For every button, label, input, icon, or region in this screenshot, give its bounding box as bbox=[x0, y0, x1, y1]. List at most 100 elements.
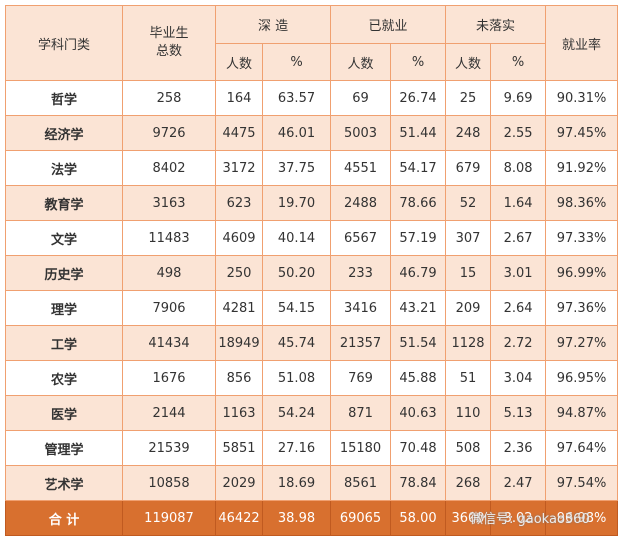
cell: 8561 bbox=[330, 465, 392, 501]
cell: 3.01 bbox=[490, 255, 547, 291]
cell: 15180 bbox=[330, 430, 392, 466]
row-label: 哲学 bbox=[5, 80, 123, 116]
cell: 769 bbox=[330, 360, 392, 396]
table-row: 理学 7906 4281 54.15 3416 43.21 209 2.64 97.36% bbox=[5, 290, 619, 326]
cell: 97.27% bbox=[545, 325, 619, 361]
table-row: 医学 2144 1163 54.24 871 40.63 110 5.13 94.87% bbox=[5, 395, 619, 431]
cell: 233 bbox=[330, 255, 392, 291]
cell: 37.75 bbox=[261, 150, 332, 186]
cell: 164 bbox=[215, 80, 263, 116]
watermark: 微信号: gaokao360 bbox=[470, 512, 590, 527]
cell: 1676 bbox=[122, 360, 216, 396]
header-cell: 未落实 bbox=[445, 5, 547, 44]
cell: 38.98 bbox=[261, 500, 332, 536]
total-row: 合 计 119087 46422 38.98 69065 58.00 3600 3.02 96.… bbox=[5, 500, 619, 536]
table-row: 哲学 258 164 63.57 69 26.74 25 9.69 90.31% bbox=[5, 80, 619, 116]
cell: 110 bbox=[445, 395, 492, 431]
cell: 97.33% bbox=[545, 220, 619, 256]
cell: 51.44 bbox=[390, 115, 447, 151]
cell: 9.69 bbox=[490, 80, 547, 116]
cell: 54.17 bbox=[390, 150, 447, 186]
cell: 18.69 bbox=[261, 465, 332, 501]
cell: 10858 bbox=[122, 465, 216, 501]
row-label: 文学 bbox=[5, 220, 123, 256]
subheader-cell: 人数 bbox=[330, 43, 392, 81]
header-cell: 学科门类 bbox=[5, 5, 123, 81]
cell: 97.36% bbox=[545, 290, 619, 326]
cell: 96.99% bbox=[545, 255, 619, 291]
employment-table: 学科门类 毕业生 总数 深 造 已就业 未落实 就业率 人数 % 人数 % 人数… bbox=[5, 5, 619, 536]
cell: 45.88 bbox=[390, 360, 447, 396]
cell: 97.64% bbox=[545, 430, 619, 466]
cell: 97.45% bbox=[545, 115, 619, 151]
cell: 52 bbox=[445, 185, 492, 221]
cell: 623 bbox=[215, 185, 263, 221]
cell: 4609 bbox=[215, 220, 263, 256]
cell: 2488 bbox=[330, 185, 392, 221]
cell: 871 bbox=[330, 395, 392, 431]
cell: 21357 bbox=[330, 325, 392, 361]
cell: 2.72 bbox=[490, 325, 547, 361]
header-cell: 就业率 bbox=[545, 5, 619, 81]
subheader-cell: 人数 bbox=[445, 43, 492, 81]
cell: 15 bbox=[445, 255, 492, 291]
row-label: 经济学 bbox=[5, 115, 123, 151]
cell: 248 bbox=[445, 115, 492, 151]
cell: 46.79 bbox=[390, 255, 447, 291]
cell: 69 bbox=[330, 80, 392, 116]
cell: 78.66 bbox=[390, 185, 447, 221]
cell: 4551 bbox=[330, 150, 392, 186]
row-label: 艺术学 bbox=[5, 465, 123, 501]
header-cell: 已就业 bbox=[330, 5, 447, 44]
cell: 856 bbox=[215, 360, 263, 396]
cell: 498 bbox=[122, 255, 216, 291]
cell: 3600 bbox=[445, 500, 492, 536]
cell: 119087 bbox=[122, 500, 216, 536]
cell: 258 bbox=[122, 80, 216, 116]
cell: 46422 bbox=[215, 500, 263, 536]
row-label: 医学 bbox=[5, 395, 123, 431]
cell: 98.36% bbox=[545, 185, 619, 221]
row-label: 管理学 bbox=[5, 430, 123, 466]
cell: 19.70 bbox=[261, 185, 332, 221]
cell: 5.13 bbox=[490, 395, 547, 431]
table-row: 艺术学 10858 2029 18.69 8561 78.84 268 2.47 97.54% bbox=[5, 465, 619, 501]
row-label: 农学 bbox=[5, 360, 123, 396]
table-row: 工学 41434 18949 45.74 21357 51.54 1128 2.72 97.27… bbox=[5, 325, 619, 361]
cell: 54.15 bbox=[261, 290, 332, 326]
cell: 41434 bbox=[122, 325, 216, 361]
cell: 11483 bbox=[122, 220, 216, 256]
cell: 3163 bbox=[122, 185, 216, 221]
cell: 27.16 bbox=[261, 430, 332, 466]
cell: 91.92% bbox=[545, 150, 619, 186]
cell: 63.57 bbox=[261, 80, 332, 116]
row-label: 合 计 bbox=[5, 500, 123, 536]
cell: 2.67 bbox=[490, 220, 547, 256]
cell: 21539 bbox=[122, 430, 216, 466]
cell: 46.01 bbox=[261, 115, 332, 151]
cell: 18949 bbox=[215, 325, 263, 361]
subheader-cell: % bbox=[261, 43, 332, 81]
cell: 69065 bbox=[330, 500, 392, 536]
cell: 268 bbox=[445, 465, 492, 501]
cell: 4281 bbox=[215, 290, 263, 326]
row-label: 法学 bbox=[5, 150, 123, 186]
cell: 45.74 bbox=[261, 325, 332, 361]
cell: 2.47 bbox=[490, 465, 547, 501]
cell: 2.36 bbox=[490, 430, 547, 466]
cell: 250 bbox=[215, 255, 263, 291]
cell: 6567 bbox=[330, 220, 392, 256]
table-row: 历史学 498 250 50.20 233 46.79 15 3.01 96.99% bbox=[5, 255, 619, 291]
cell: 26.74 bbox=[390, 80, 447, 116]
table-row: 教育学 3163 623 19.70 2488 78.66 52 1.64 98.36% bbox=[5, 185, 619, 221]
cell: 40.63 bbox=[390, 395, 447, 431]
cell: 78.84 bbox=[390, 465, 447, 501]
row-label: 工学 bbox=[5, 325, 123, 361]
cell: 96.95% bbox=[545, 360, 619, 396]
cell: 1163 bbox=[215, 395, 263, 431]
cell: 94.87% bbox=[545, 395, 619, 431]
cell: 2144 bbox=[122, 395, 216, 431]
row-label: 教育学 bbox=[5, 185, 123, 221]
cell: 51.54 bbox=[390, 325, 447, 361]
